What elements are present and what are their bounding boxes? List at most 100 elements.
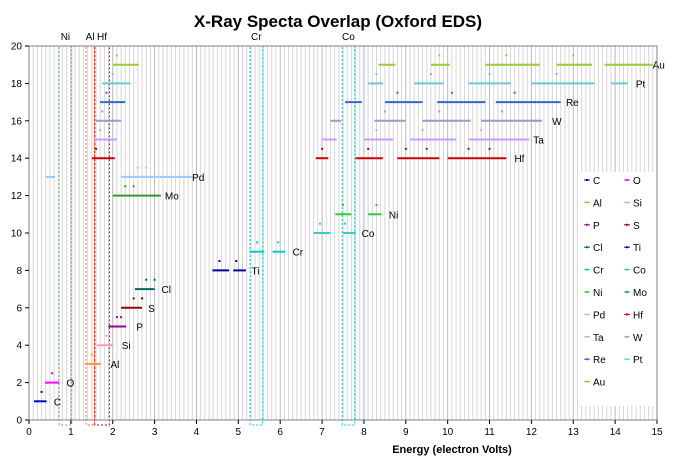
data-point bbox=[99, 129, 102, 132]
series-label: Re bbox=[566, 98, 579, 109]
data-point bbox=[438, 110, 441, 113]
data-point bbox=[396, 91, 399, 94]
series-c: C bbox=[34, 390, 61, 408]
legend-entry: Au bbox=[593, 378, 605, 389]
legend-marker bbox=[586, 358, 588, 361]
overlap-window-label: Cr bbox=[251, 32, 262, 43]
legend-entry: Mo bbox=[633, 288, 647, 299]
data-point bbox=[375, 203, 378, 206]
legend-marker bbox=[586, 291, 588, 293]
legend-entry: S bbox=[633, 221, 640, 232]
legend-marker bbox=[626, 179, 628, 181]
series-label: S bbox=[148, 304, 155, 315]
series-si: Si bbox=[96, 334, 131, 352]
legend-entry: Cr bbox=[593, 266, 604, 277]
series-label: Si bbox=[122, 341, 131, 352]
data-point bbox=[115, 54, 118, 57]
series-o: O bbox=[44, 372, 74, 390]
y-tick-label: 18 bbox=[11, 79, 23, 90]
x-tick-label: 8 bbox=[361, 427, 367, 438]
x-tick-label: 12 bbox=[526, 427, 538, 438]
data-point bbox=[480, 129, 483, 132]
legend-marker bbox=[586, 246, 588, 249]
overlap-window-label: Co bbox=[342, 32, 355, 43]
y-tick-label: 12 bbox=[11, 191, 23, 202]
series-label: O bbox=[66, 379, 74, 390]
legend-marker bbox=[626, 358, 628, 361]
x-tick-label: 4 bbox=[194, 427, 200, 438]
legend-entry: Re bbox=[593, 355, 606, 366]
legend-marker bbox=[586, 380, 588, 383]
legend-entry: P bbox=[593, 221, 600, 232]
x-tick-label: 3 bbox=[152, 427, 158, 438]
data-point bbox=[141, 297, 144, 300]
series-p: P bbox=[108, 316, 143, 334]
series-hf: Hf bbox=[91, 147, 525, 165]
legend-entry: Pt bbox=[633, 355, 643, 366]
series-label: Cr bbox=[293, 248, 304, 259]
legend-marker bbox=[626, 268, 628, 271]
series-label: Al bbox=[110, 360, 119, 371]
data-point bbox=[145, 278, 148, 281]
series-ni: Ni bbox=[335, 203, 398, 221]
overlap-windows: Ni Al Hf Cr Co bbox=[58, 32, 356, 426]
series-label: Ti bbox=[252, 266, 260, 277]
legend-marker bbox=[626, 201, 628, 204]
data-point bbox=[425, 147, 428, 150]
data-point bbox=[488, 147, 491, 150]
data-point bbox=[555, 73, 558, 76]
legend-entry: Co bbox=[633, 266, 646, 277]
series-al: Al bbox=[84, 353, 119, 371]
series-cl: Cl bbox=[134, 278, 171, 296]
series-label: P bbox=[136, 323, 143, 334]
series-label: Ni bbox=[389, 210, 398, 221]
chart-title: X-Ray Specta Overlap (Oxford EDS) bbox=[194, 12, 482, 31]
data-point bbox=[101, 110, 104, 113]
legend: C O Al Si P S Cl Ti Cr Co Ni Mo Pd Hf Ta W Re Pt Au bbox=[580, 172, 656, 406]
series-label: Pt bbox=[636, 79, 646, 90]
legend-marker bbox=[586, 201, 588, 204]
data-point bbox=[367, 147, 370, 150]
series-label: Co bbox=[362, 229, 375, 240]
data-point bbox=[501, 110, 504, 113]
x-axis-label: Energy (electron Volts) bbox=[392, 444, 512, 456]
series-co: Co bbox=[313, 222, 375, 240]
data-point bbox=[438, 54, 441, 57]
legend-marker bbox=[626, 246, 628, 249]
series-ta: Ta bbox=[93, 129, 544, 147]
legend-marker bbox=[586, 313, 588, 316]
overlap-window-cr bbox=[249, 45, 264, 426]
legend-marker bbox=[626, 223, 628, 226]
x-tick-label: 10 bbox=[442, 427, 454, 438]
data-point bbox=[505, 54, 508, 57]
x-tick-label: 2 bbox=[110, 427, 116, 438]
data-point bbox=[40, 390, 43, 393]
x-tick-label: 5 bbox=[236, 427, 242, 438]
series-label: Ta bbox=[533, 136, 544, 147]
overlap-window-co bbox=[341, 45, 356, 426]
series-w: W bbox=[95, 110, 562, 128]
data-point bbox=[421, 129, 424, 132]
series-label: C bbox=[54, 397, 61, 408]
data-point bbox=[375, 73, 378, 76]
x-tick-label: 0 bbox=[26, 427, 32, 438]
data-point bbox=[513, 91, 516, 94]
x-tick-label: 6 bbox=[277, 427, 283, 438]
data-point bbox=[115, 316, 118, 319]
data-point bbox=[450, 91, 453, 94]
legend-entry: Ti bbox=[633, 243, 641, 254]
legend-entry: Pd bbox=[593, 310, 605, 321]
series-re: Re bbox=[100, 91, 579, 109]
overlap-window-label: Hf bbox=[97, 32, 107, 43]
legend-entry: Ta bbox=[593, 333, 604, 344]
legend-entry: Ni bbox=[593, 288, 602, 299]
series-label: Au bbox=[653, 61, 665, 72]
data-point bbox=[467, 147, 470, 150]
legend-marker bbox=[626, 335, 628, 338]
series-label: W bbox=[552, 117, 562, 128]
x-tick-label: 14 bbox=[610, 427, 622, 438]
y-tick-label: 2 bbox=[16, 378, 22, 389]
